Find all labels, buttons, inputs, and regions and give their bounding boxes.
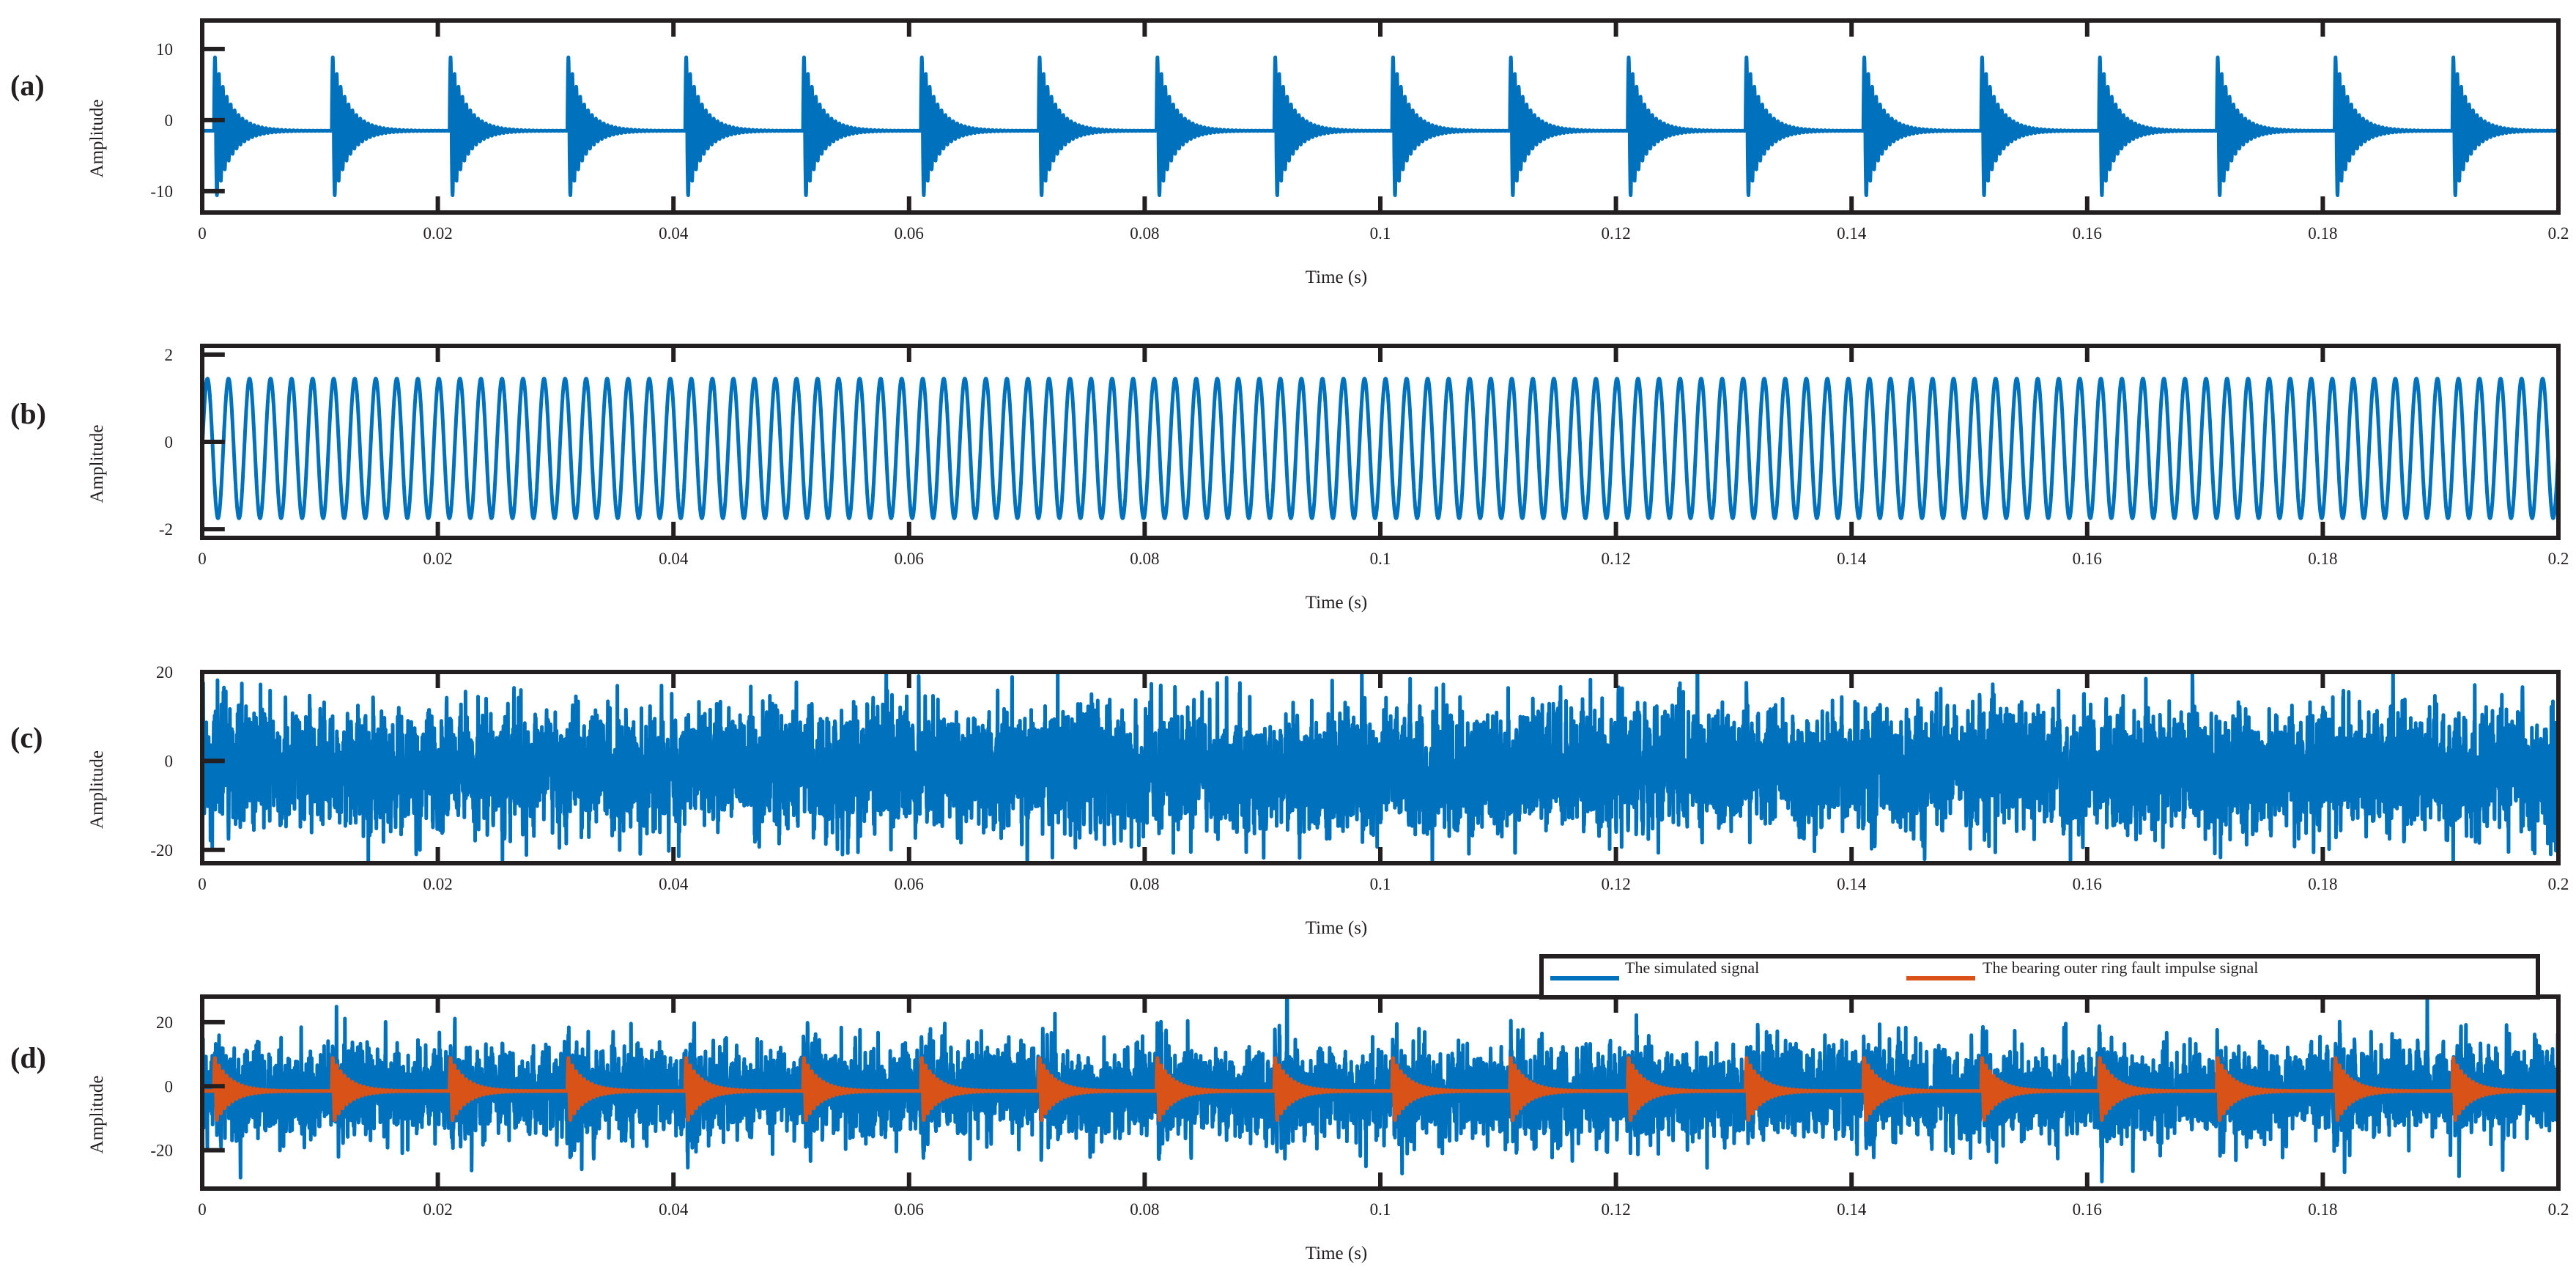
x-tick-label: 0.12 (1601, 224, 1630, 243)
legend-entry: The bearing outer ring fault impulse sig… (1983, 958, 2258, 977)
legend-entry: The simulated signal (1625, 958, 1759, 977)
x-tick-label: 0.06 (895, 224, 924, 243)
x-tick-label: 0.16 (2073, 224, 2102, 243)
x-tick-label: 0.04 (659, 875, 689, 893)
legend: The simulated signal The bearing outer ri… (1539, 954, 2540, 1000)
x-tick-label: 0.04 (659, 1200, 689, 1219)
y-tick-label: 0 (165, 752, 174, 770)
x-tick-label: 0.16 (2073, 1200, 2102, 1219)
x-tick-label: 0.14 (1837, 1200, 1867, 1219)
x-axis-label: Time (s) (1306, 1244, 1368, 1263)
x-tick-label: 0.04 (659, 224, 689, 243)
x-tick-label: 0.14 (1837, 875, 1867, 893)
panel-d: 0 0.02 0.04 0.06 0.08 0.1 0.12 0.14 0.16 0.18 0.2 2… (10, 954, 2569, 1263)
y-tick-label: 0 (165, 433, 174, 451)
x-tick-label: 0.16 (2073, 875, 2102, 893)
panel-a: 0 0.02 0.04 0.06 0.08 0.1 0.12 0.14 0.16 0.18 0.2 1… (10, 18, 2569, 287)
series-line-1 (202, 377, 2558, 520)
y-axis-label: Amplitude (87, 750, 107, 829)
x-tick-label: 0.02 (423, 875, 452, 893)
x-tick-label: 0.02 (423, 224, 452, 243)
series-line-1 (202, 672, 2558, 863)
x-tick-label: 0.1 (1370, 1200, 1391, 1219)
x-tick-label: 0.08 (1130, 875, 1159, 893)
x-tick-label: 0.12 (1601, 875, 1630, 893)
y-tick-label: 20 (156, 1013, 173, 1032)
y-tick-label: -10 (150, 182, 173, 201)
x-tick-label: 0.08 (1130, 224, 1159, 243)
x-tick-label: 0.18 (2308, 875, 2337, 893)
x-tick-label: 0.04 (659, 550, 689, 568)
y-tick-label: -2 (159, 520, 173, 539)
x-tick-label: 0.14 (1837, 224, 1867, 243)
series-line-2 (202, 1056, 2558, 1122)
x-tick-label: 0.14 (1837, 550, 1867, 568)
x-axis-label: Time (s) (1306, 593, 1368, 613)
x-tick-label: 0 (198, 550, 207, 568)
series-line-1 (202, 997, 2558, 1183)
panel-label: (c) (10, 721, 42, 754)
axes-box (200, 18, 2561, 215)
x-tick-label: 0.08 (1130, 1200, 1159, 1219)
x-tick-label: 0.12 (1601, 550, 1630, 568)
y-tick-label: 0 (165, 111, 174, 130)
x-tick-label: 0.18 (2308, 1200, 2337, 1219)
panel-c: 0 0.02 0.04 0.06 0.08 0.1 0.12 0.14 0.16 0.18 0.2 2… (10, 663, 2569, 938)
y-axis-label: Amplitude (87, 425, 107, 503)
y-tick-label: -20 (150, 1142, 173, 1160)
y-axis-label: Amplitude (87, 100, 107, 178)
x-axis-label: Time (s) (1306, 267, 1368, 287)
x-tick-label: 0.18 (2308, 224, 2337, 243)
y-tick-label: 10 (156, 40, 173, 59)
x-tick-label: 0 (198, 1200, 207, 1219)
x-axis-label: Time (s) (1306, 918, 1368, 938)
y-tick-label: 2 (165, 346, 174, 364)
series-line-1 (202, 55, 2558, 197)
panel-b: 0 0.02 0.04 0.06 0.08 0.1 0.12 0.14 0.16 0.18 0.2 2… (10, 344, 2569, 613)
x-tick-label: 0.2 (2548, 550, 2569, 568)
x-tick-label: 0.02 (423, 1200, 452, 1219)
x-tick-label: 0 (198, 875, 207, 893)
panel-label: (d) (10, 1041, 46, 1074)
y-tick-label: -20 (150, 841, 173, 860)
x-tick-label: 0.1 (1370, 875, 1391, 893)
y-axis-label: Amplitude (87, 1076, 107, 1154)
x-tick-label: 0.2 (2548, 224, 2569, 243)
x-tick-label: 0.18 (2308, 550, 2337, 568)
y-tick-label: 0 (165, 1077, 174, 1096)
x-tick-label: 0.16 (2073, 550, 2102, 568)
x-tick-label: 0.08 (1130, 550, 1159, 568)
x-tick-label: 0.12 (1601, 1200, 1630, 1219)
legend-box (1539, 954, 2540, 1000)
panel-label: (a) (10, 69, 45, 102)
x-tick-label: 0.06 (895, 875, 924, 893)
x-tick-label: 0 (198, 224, 207, 243)
panel-label: (b) (10, 397, 46, 430)
x-tick-label: 0.06 (895, 550, 924, 568)
y-tick-label: 20 (156, 663, 173, 682)
x-tick-label: 0.1 (1370, 550, 1391, 568)
x-tick-label: 0.02 (423, 550, 452, 568)
x-tick-label: 0.06 (895, 1200, 924, 1219)
x-tick-label: 0.2 (2548, 875, 2569, 893)
x-tick-label: 0.2 (2548, 1200, 2569, 1219)
x-tick-label: 0.1 (1370, 224, 1391, 243)
